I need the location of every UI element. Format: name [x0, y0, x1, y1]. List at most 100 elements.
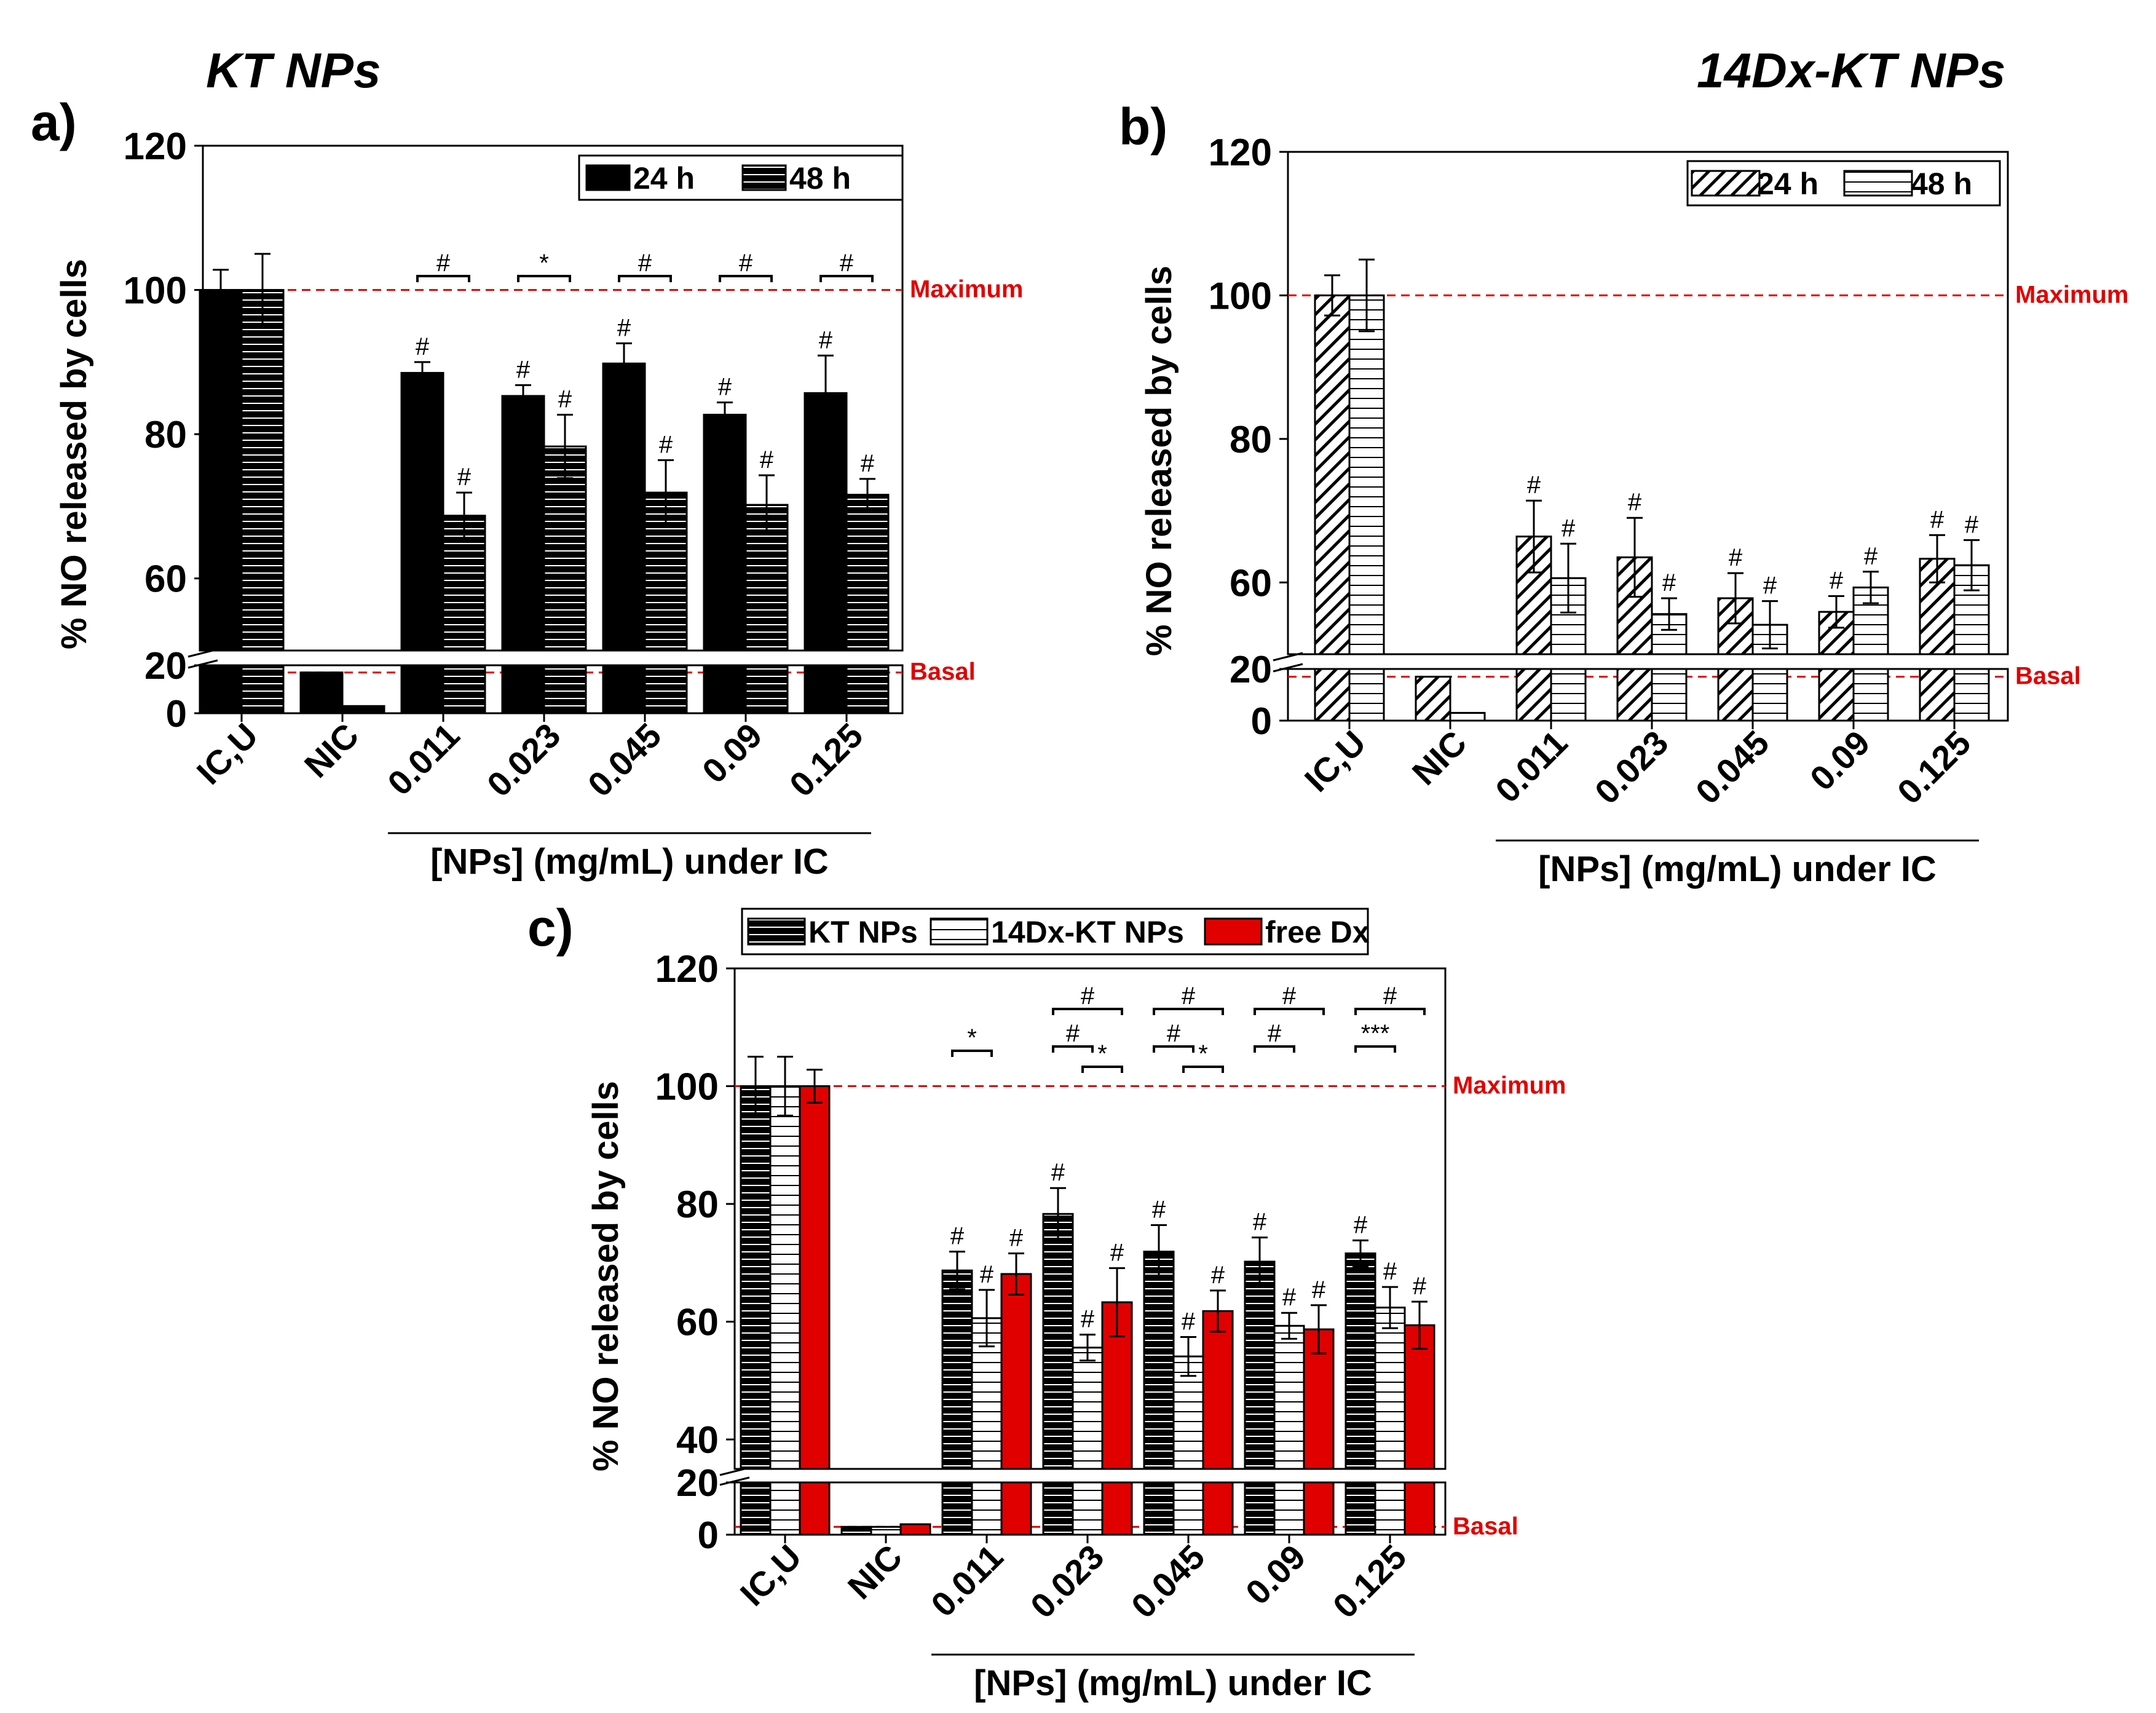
bar — [769, 1481, 801, 1536]
comparison-mark: # — [840, 250, 854, 277]
comparison-mark: # — [1167, 1020, 1181, 1047]
y-tick-label: 120 — [1209, 132, 1272, 174]
significance-mark: # — [416, 333, 430, 360]
bar — [1374, 1307, 1406, 1470]
bar — [1818, 668, 1855, 722]
x-tick-label: IC,U — [1297, 723, 1373, 799]
x-tick-label: IC,U — [189, 716, 266, 792]
comparison-mark: * — [539, 250, 549, 277]
bar — [1143, 1481, 1175, 1536]
significance-mark: # — [1051, 1159, 1065, 1186]
x-tick-label: 0.023 — [1023, 1537, 1112, 1626]
y-tick-label: 80 — [1230, 419, 1272, 461]
bar — [845, 494, 890, 652]
bar — [1717, 668, 1754, 722]
bar — [543, 445, 587, 652]
significance-mark: # — [1830, 567, 1844, 594]
y-tick-label: 0 — [1251, 700, 1272, 743]
comparison-bracket — [951, 1050, 993, 1057]
bar — [971, 1481, 1003, 1536]
bar — [501, 664, 545, 714]
bar — [1273, 1481, 1305, 1536]
comparison-bracket — [517, 275, 571, 282]
axis-break-mark — [719, 1476, 750, 1486]
bar — [199, 289, 243, 652]
bar — [740, 1481, 772, 1536]
bar — [899, 1523, 931, 1536]
comparison-mark: * — [1198, 1040, 1208, 1067]
comparison-bracket — [1254, 1045, 1295, 1053]
significance-mark: # — [1182, 1308, 1196, 1335]
bar — [703, 664, 747, 714]
axis-break-mark — [188, 659, 218, 669]
comparison-mark: # — [638, 250, 652, 277]
y-tick-label: 20 — [1230, 649, 1272, 691]
legend-box — [578, 154, 904, 201]
bar — [1953, 668, 1990, 722]
bar — [299, 671, 344, 714]
significance-mark: # — [1312, 1276, 1326, 1304]
bar — [799, 1085, 831, 1470]
x-tick-label: 0.125 — [782, 716, 871, 804]
axis-break-mark — [1273, 652, 1303, 662]
panel-label: a) — [31, 93, 77, 151]
bar — [1202, 1310, 1234, 1470]
bar — [1042, 1481, 1074, 1536]
bar — [1415, 676, 1451, 722]
bar — [840, 1525, 872, 1536]
x-tick-label: IC,U — [733, 1537, 809, 1613]
bar — [1550, 668, 1587, 722]
significance-mark: # — [718, 374, 732, 401]
x-tick-label: 0.125 — [1325, 1537, 1414, 1626]
legend-label: 48 h — [789, 161, 851, 196]
bar — [1314, 294, 1351, 655]
panel-label: b) — [1119, 98, 1167, 156]
significance-mark: # — [1354, 1211, 1368, 1238]
bar — [1852, 668, 1889, 722]
x-tick-label: 0.023 — [480, 716, 568, 804]
bar — [1042, 1213, 1074, 1470]
bar — [1348, 668, 1385, 722]
reference-line-label: Maximum — [2015, 281, 2129, 308]
bar — [1919, 668, 1956, 722]
y-tick-label: 100 — [124, 270, 187, 312]
comparison-bracket — [719, 275, 773, 282]
bar — [602, 664, 646, 714]
y-axis-label: % NO released by cells — [586, 1081, 626, 1471]
reference-line-label: Maximum — [1453, 1072, 1566, 1099]
significance-mark: # — [1527, 472, 1541, 499]
legend-swatch — [1691, 170, 1761, 197]
comparison-mark: # — [1383, 983, 1397, 1010]
x-tick-label: NIC — [1405, 723, 1474, 793]
significance-mark: # — [457, 464, 472, 491]
x-tick-label: 0.023 — [1587, 723, 1676, 812]
y-tick-label: 120 — [655, 948, 719, 991]
comparison-bracket — [1153, 1008, 1224, 1015]
bar — [1303, 1481, 1335, 1536]
comparison-mark: * — [967, 1024, 977, 1051]
bar — [442, 664, 486, 714]
bar — [1202, 1481, 1234, 1536]
bar — [1101, 1481, 1133, 1536]
significance-mark: # — [1110, 1239, 1124, 1266]
significance-mark: # — [1965, 511, 1979, 538]
x-tick-label: 0.011 — [923, 1537, 1010, 1624]
y-tick-label: 80 — [144, 414, 187, 456]
bar — [240, 664, 285, 714]
bar — [870, 1525, 902, 1536]
significance-mark: # — [1009, 1225, 1024, 1252]
panel-b-title: 14Dx-KT NPs — [1697, 43, 2005, 98]
bar — [769, 1085, 801, 1470]
bar — [1550, 577, 1587, 655]
bar — [1348, 294, 1385, 655]
significance-mark: # — [1729, 544, 1743, 571]
bar — [400, 371, 444, 652]
significance-mark: # — [819, 326, 833, 354]
y-tick-label: 20 — [676, 1462, 719, 1505]
comparison-mark: # — [1081, 983, 1095, 1010]
comparison-bracket — [416, 275, 470, 282]
comparison-mark: # — [1182, 983, 1196, 1010]
bar — [941, 1269, 973, 1470]
y-tick-label: 60 — [1230, 562, 1272, 604]
panel-a: a) 60 80 100 120 0 20 % NO released by cells IC,… — [31, 93, 1024, 882]
